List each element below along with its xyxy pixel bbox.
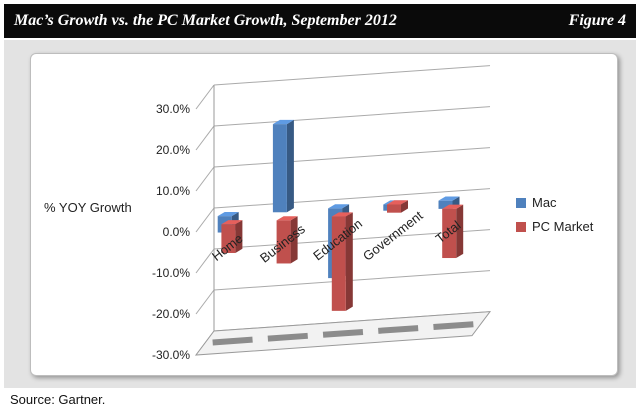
gridline: [213, 106, 491, 127]
gridline: [213, 147, 491, 168]
legend: Mac PC Market: [516, 195, 594, 234]
bar-top: [387, 200, 408, 205]
source-note: Source: Gartner.: [10, 392, 106, 407]
y-tick-label: 10.0%: [156, 184, 190, 198]
gridline-side: [195, 125, 215, 151]
y-tick-label: -10.0%: [152, 266, 190, 280]
chart-floor: [194, 311, 492, 356]
bar-side: [235, 220, 243, 253]
gridline: [213, 188, 491, 209]
gridline: [213, 65, 491, 86]
bars: [217, 119, 464, 311]
bar-front: [331, 216, 346, 311]
figure-number: Figure 4: [568, 12, 626, 29]
floor-marker: [378, 325, 419, 334]
gridline-side: [195, 166, 215, 192]
legend-swatch: [516, 222, 526, 232]
bar-front: [276, 220, 291, 264]
y-tick-label: 0.0%: [163, 225, 191, 239]
bar-pc-market-business: [276, 216, 298, 264]
chart-card: [30, 53, 618, 376]
floor-marker: [267, 332, 308, 342]
bar-top: [331, 212, 353, 217]
y-tick-label: 30.0%: [156, 102, 190, 116]
figure-banner: Mac’s Growth vs. the PC Market Growth, S…: [4, 4, 636, 38]
floor-marker: [433, 321, 474, 330]
y-tick-label: -20.0%: [152, 307, 190, 321]
bar-pc-market-home: [221, 220, 243, 253]
y-axis-ticks: 30.0% 20.0% 10.0% 0.0% -10.0% -20.0% -30.0%: [152, 102, 190, 362]
gridline-side: [195, 84, 215, 110]
bar-front: [272, 124, 287, 213]
gridline-side: [195, 248, 215, 274]
legend-label: PC Market: [532, 219, 594, 234]
legend-swatch: [516, 198, 526, 208]
bar-pc-market-total: [442, 204, 464, 259]
floor-marker: [322, 328, 364, 338]
bar-top: [272, 119, 294, 125]
bar-top: [442, 204, 464, 209]
bar-front: [221, 224, 236, 253]
bar-pc-market-government: [387, 200, 408, 213]
figure-title: Mac’s Growth vs. the PC Market Growth, S…: [14, 12, 397, 29]
bar-front: [438, 200, 453, 209]
bar-top: [328, 204, 350, 209]
bar-top: [221, 220, 243, 225]
floor-marker: [212, 336, 253, 346]
chart-panel: [4, 40, 636, 388]
y-axis-label: % YOY Growth: [44, 200, 132, 215]
bar-mac-business: [272, 119, 294, 213]
gridline-side: [195, 207, 215, 233]
bar-front: [442, 208, 457, 259]
bar-side: [456, 204, 464, 259]
bar-pc-market-education: [331, 212, 353, 311]
bar-side: [290, 216, 298, 264]
y-tick-label: 20.0%: [156, 143, 190, 157]
bar-top: [438, 196, 460, 201]
bar-side: [286, 119, 294, 213]
bar-front: [387, 204, 401, 213]
legend-label: Mac: [532, 195, 557, 210]
bar-top: [276, 216, 298, 221]
category-label: Government: [360, 208, 426, 264]
bar-top: [217, 211, 239, 217]
y-tick-label: -30.0%: [152, 348, 190, 362]
gridline-side: [195, 289, 215, 315]
bar-side: [345, 212, 353, 311]
bar-side: [401, 200, 408, 213]
